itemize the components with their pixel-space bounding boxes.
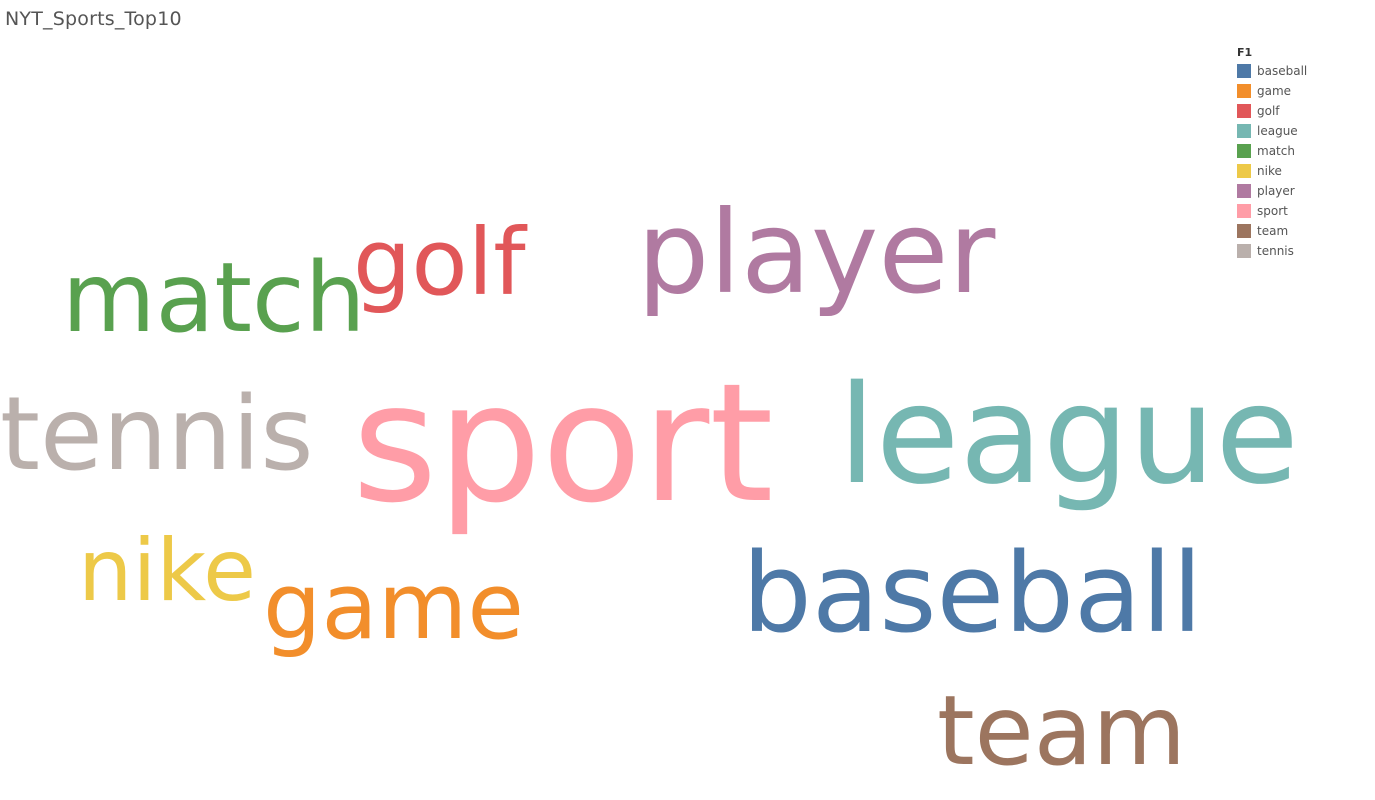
legend-label: sport (1257, 204, 1288, 218)
legend-swatch (1237, 84, 1251, 98)
legend-swatch (1237, 244, 1251, 258)
legend-label: match (1257, 144, 1295, 158)
legend-item-player[interactable]: player (1237, 181, 1307, 201)
word-match[interactable]: match (62, 242, 366, 355)
legend-item-team[interactable]: team (1237, 221, 1307, 241)
legend-item-tennis[interactable]: tennis (1237, 241, 1307, 261)
legend-label: tennis (1257, 244, 1294, 258)
legend-swatch (1237, 204, 1251, 218)
word-golf[interactable]: golf (353, 209, 526, 317)
legend-label: player (1257, 184, 1295, 198)
word-tennis[interactable]: tennis (0, 375, 314, 495)
legend-item-golf[interactable]: golf (1237, 101, 1307, 121)
legend-swatch (1237, 224, 1251, 238)
legend-swatch (1237, 184, 1251, 198)
legend-swatch (1237, 124, 1251, 138)
legend-label: team (1257, 224, 1289, 238)
word-game[interactable]: game (263, 553, 524, 661)
word-sport[interactable]: sport (352, 348, 774, 540)
legend-swatch (1237, 64, 1251, 78)
legend-label: nike (1257, 164, 1282, 178)
legend-swatch (1237, 104, 1251, 118)
legend-label: golf (1257, 104, 1280, 118)
color-legend: F1 baseball game golf league match nike player… (1237, 46, 1307, 261)
legend-label: league (1257, 124, 1298, 138)
word-baseball[interactable]: baseball (742, 529, 1203, 658)
legend-label: game (1257, 84, 1292, 98)
word-player[interactable]: player (637, 186, 996, 320)
legend-item-game[interactable]: game (1237, 81, 1307, 101)
word-nike[interactable]: nike (78, 520, 257, 621)
legend-item-match[interactable]: match (1237, 141, 1307, 161)
legend-item-sport[interactable]: sport (1237, 201, 1307, 221)
word-team[interactable]: team (937, 675, 1187, 788)
word-league[interactable]: league (838, 356, 1299, 515)
legend-label: baseball (1257, 64, 1308, 78)
legend-item-nike[interactable]: nike (1237, 161, 1307, 181)
legend-swatch (1237, 144, 1251, 158)
legend-title: F1 (1237, 46, 1253, 59)
sheet-title: NYT_Sports_Top10 (5, 8, 182, 30)
legend-item-baseball[interactable]: baseball (1237, 61, 1307, 81)
legend-swatch (1237, 164, 1251, 178)
legend-item-league[interactable]: league (1237, 121, 1307, 141)
